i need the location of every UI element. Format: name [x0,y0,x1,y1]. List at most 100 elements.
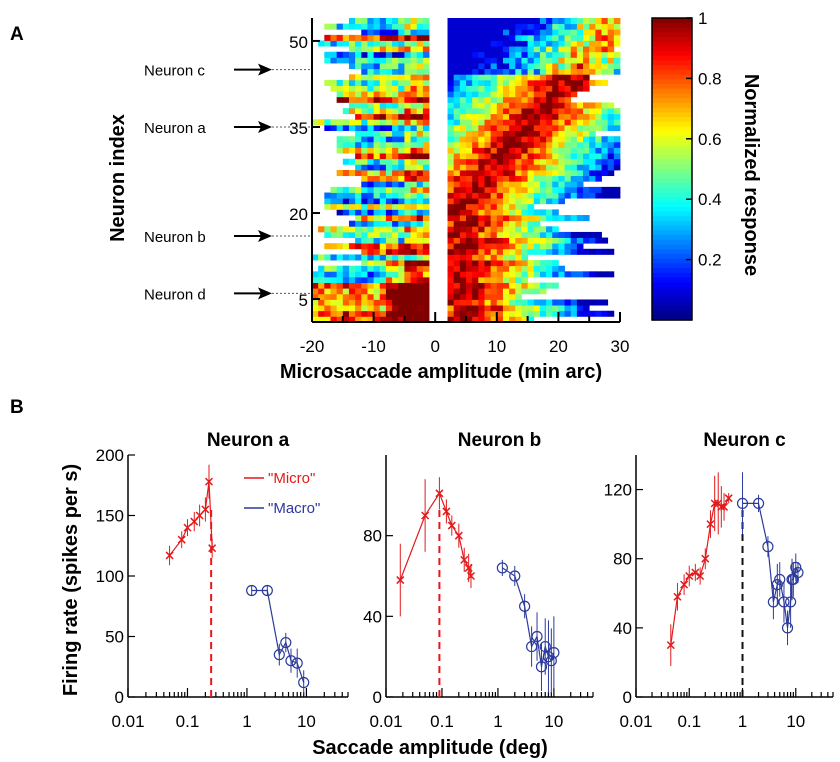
heatmap-cell [348,192,356,199]
heatmap-cell [324,276,331,283]
heatmap-cell [404,265,411,272]
heatmap-cell [601,29,609,36]
heatmap-cell [484,51,492,58]
heatmap-cell [410,34,418,41]
heatmap-cell [336,305,344,312]
heatmap-cell [472,305,479,312]
heatmap-cell [552,141,559,148]
heatmap-cell [589,79,596,86]
colorbar-frame [651,17,693,321]
heatmap-cell [607,34,615,41]
heatmap-cell [453,288,461,295]
heatmap-x-tick-label: 20 [549,337,568,356]
heatmap-cell [527,96,535,103]
heatmap-cell [472,170,479,177]
heatmap-cell [515,299,522,306]
x-tick-label: 0.1 [176,712,200,731]
heatmap-cell [447,231,455,238]
heatmap-cell [558,158,565,165]
heatmap-cell [509,68,516,75]
heatmap-cell [552,215,559,222]
heatmap-cell [324,34,331,41]
heatmap-cell [496,181,504,188]
heatmap-cell [527,248,535,255]
heatmap-cell [336,310,344,317]
heatmap-cell [472,231,479,238]
heatmap-cell [478,215,485,222]
heatmap-cell [379,248,387,255]
heatmap-cell [367,96,374,103]
heatmap-cell [342,136,350,143]
heatmap-cell [552,299,559,306]
heatmap-cell [496,282,504,289]
heatmap-cell [422,231,430,238]
legend-label: "Micro" [268,470,315,487]
heatmap-cell [392,288,399,295]
heatmap-cell [466,260,473,267]
heatmap-cell [361,79,368,86]
heatmap-cell [484,254,492,261]
heatmap-cell [576,136,584,143]
heatmap-cell [324,23,331,30]
heatmap-cell [472,113,479,120]
heatmap-cell [447,192,455,199]
heatmap-cell [583,310,590,317]
heatmap-cell [521,254,528,261]
heatmap-cell [521,51,528,58]
heatmap-cell [576,215,584,222]
heatmap-cell [539,192,547,199]
heatmap-cell [546,119,553,126]
heatmap-cell [558,23,565,30]
heatmap-cell [318,288,325,295]
colorbar-swatch [652,216,692,222]
data-point [535,661,548,673]
heatmap-cell [422,237,430,244]
heatmap-cell [509,237,516,244]
heatmap-cell [539,29,547,36]
heatmap-cell [373,276,381,283]
heatmap-cell [459,316,467,323]
heatmap-cell [342,293,350,300]
heatmap-cell [379,158,387,165]
heatmap-cell [348,96,356,103]
heatmap-cell [521,153,528,160]
heatmap-cell [459,79,467,86]
heatmap-cell [367,51,374,58]
heatmap-cell [502,248,510,255]
heatmap-cell [416,130,424,137]
heatmap-cell [484,34,492,41]
heatmap-cell [515,29,522,36]
heatmap-cell [416,293,424,300]
heatmap-cell [453,23,461,30]
heatmap-cell [539,282,547,289]
heatmap-cell [539,271,547,278]
data-point [785,596,797,608]
heatmap-cell [527,40,535,47]
heatmap-cell [521,85,528,92]
colorbar-tick-label: 0.4 [698,190,722,209]
heatmap-cell [361,260,368,267]
heatmap-cell [613,158,621,165]
heatmap-cell [595,299,602,306]
heatmap-cell [416,181,424,188]
heatmap-cell [595,102,602,109]
heatmap-cell [385,316,393,323]
heatmap-cell [459,192,467,199]
heatmap-cell [379,265,387,272]
heatmap-cell [348,102,356,109]
colorbar-swatch [652,27,692,33]
heatmap-cell [496,305,504,312]
heatmap-cell [533,181,541,188]
heatmap-cell [410,181,418,188]
heatmap-cell [502,231,510,238]
heatmap-cell [348,147,356,154]
heatmap-cell [367,282,374,289]
colorbar-swatch [652,135,692,142]
heatmap-cell [447,79,455,86]
heatmap-cell [422,282,430,289]
heatmap-cell [447,305,455,312]
data-point [421,511,430,520]
heatmap-cell [453,226,461,233]
heatmap-cell [330,85,338,92]
heatmap-cell [546,96,553,103]
